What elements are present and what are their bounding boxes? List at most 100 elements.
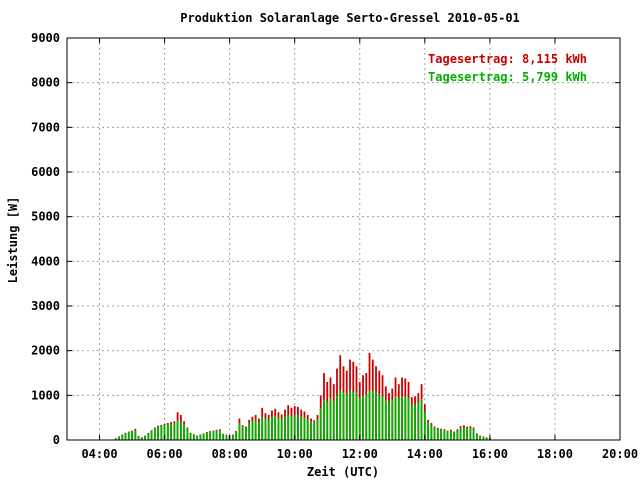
series-2-bar — [371, 390, 374, 440]
series-2-bar — [300, 416, 303, 440]
x-tick-label: 08:00 — [212, 447, 248, 461]
series-2-bar — [271, 416, 273, 440]
series-2-bar — [482, 436, 485, 440]
series-2-bar — [462, 427, 465, 440]
series-2-bar — [401, 396, 403, 440]
series-2-bar — [456, 430, 459, 440]
series-2-bar — [284, 416, 286, 440]
series-2-bar — [430, 424, 433, 440]
y-tick-label: 5000 — [31, 210, 60, 224]
series-2-bar — [427, 422, 429, 440]
chart-title: Produktion Solaranlage Serto-Gressel 201… — [180, 11, 520, 25]
series-2-bar — [222, 434, 225, 440]
series-2-bar — [475, 433, 478, 440]
series-2-bar — [183, 423, 186, 440]
series-2-bar — [365, 394, 368, 440]
series-2-bar — [459, 427, 462, 440]
y-tick-label: 3000 — [31, 299, 60, 313]
series-2-bar — [186, 428, 189, 440]
y-tick-label: 2000 — [31, 344, 60, 358]
series-2-bar — [423, 411, 426, 440]
series-2-bar — [280, 418, 283, 440]
series-2-bar — [153, 428, 156, 440]
x-axis-label: Zeit (UTC) — [307, 465, 379, 479]
series-2-bar — [404, 396, 407, 440]
x-tick-label: 20:00 — [602, 447, 638, 461]
series-2-bar — [137, 435, 140, 440]
series-2-bar — [209, 431, 212, 440]
series-2-bar — [225, 435, 228, 440]
series-2-bar — [417, 402, 420, 440]
series-2-bar — [384, 399, 387, 440]
legend-entry-series-1: Tagesertrag: 8,115 kWh — [428, 52, 587, 66]
series-2-bar — [352, 391, 355, 440]
series-2-bar — [388, 401, 390, 440]
series-2-bars — [114, 389, 491, 440]
series-2-bar — [218, 430, 221, 440]
series-2-bar — [407, 398, 410, 440]
series-2-bar — [118, 436, 120, 440]
series-2-bar — [238, 423, 241, 440]
series-2-bar — [134, 430, 137, 440]
series-2-bar — [173, 423, 176, 440]
y-tick-label: 4000 — [31, 254, 60, 268]
series-2-bar — [436, 428, 439, 440]
series-2-bar — [176, 420, 179, 440]
series-2-bar — [293, 414, 296, 440]
series-2-bar — [469, 427, 472, 440]
series-2-bar — [199, 434, 202, 440]
series-2-bar — [414, 404, 416, 440]
y-tick-label: 9000 — [31, 31, 60, 45]
series-2-bar — [466, 428, 469, 440]
y-tick-label: 1000 — [31, 388, 60, 402]
legend-entry-series-2: Tagesertrag: 5,799 kWh — [428, 70, 587, 84]
x-tick-label: 06:00 — [147, 447, 183, 461]
series-2-bar — [326, 401, 329, 440]
series-2-bar — [150, 430, 153, 440]
series-2-bar — [336, 395, 338, 440]
series-2-bar — [215, 430, 218, 440]
series-2-bar — [166, 424, 169, 440]
series-2-bar — [254, 419, 257, 440]
series-2-bar — [258, 422, 260, 440]
series-2-bar — [241, 426, 244, 440]
series-2-bar — [316, 419, 319, 440]
series-2-bar — [264, 418, 267, 440]
series-2-bar — [160, 425, 163, 440]
series-2-bar — [394, 396, 397, 440]
series-2-bar — [410, 405, 413, 440]
series-2-bar — [287, 414, 290, 440]
series-2-bar — [274, 415, 277, 440]
series-2-bar — [261, 416, 264, 440]
series-2-bar — [355, 392, 358, 440]
series-2-bar — [157, 426, 159, 440]
series-2-bar — [212, 431, 215, 440]
x-tick-label: 16:00 — [472, 447, 508, 461]
series-2-bar — [349, 390, 351, 440]
x-tick-label: 18:00 — [537, 447, 573, 461]
legend: Tagesertrag: 8,115 kWh Tagesertrag: 5,79… — [428, 52, 587, 84]
series-2-bar — [248, 422, 251, 440]
series-2-bar — [303, 417, 306, 440]
series-2-bar — [319, 407, 322, 440]
series-2-bar — [192, 434, 195, 440]
series-2-bar — [397, 398, 400, 440]
series-2-bar — [375, 392, 377, 440]
y-axis-label: Leistung [W] — [6, 197, 20, 284]
x-tick-label: 10:00 — [277, 447, 313, 461]
series-2-bar — [345, 393, 348, 440]
series-2-bar — [443, 430, 446, 440]
series-2-bar — [391, 399, 394, 440]
series-2-bar — [310, 421, 312, 440]
series-2-bar — [277, 417, 280, 440]
series-2-bar — [440, 429, 442, 440]
y-tick-label: 7000 — [31, 120, 60, 134]
series-2-bar — [290, 415, 293, 440]
series-2-bar — [323, 399, 325, 440]
series-2-bar — [131, 430, 133, 440]
series-2-bar — [245, 427, 247, 440]
series-2-bar — [332, 400, 335, 440]
series-2-bar — [140, 437, 143, 440]
series-2-bar — [362, 395, 364, 440]
series-2-bar — [329, 398, 332, 440]
